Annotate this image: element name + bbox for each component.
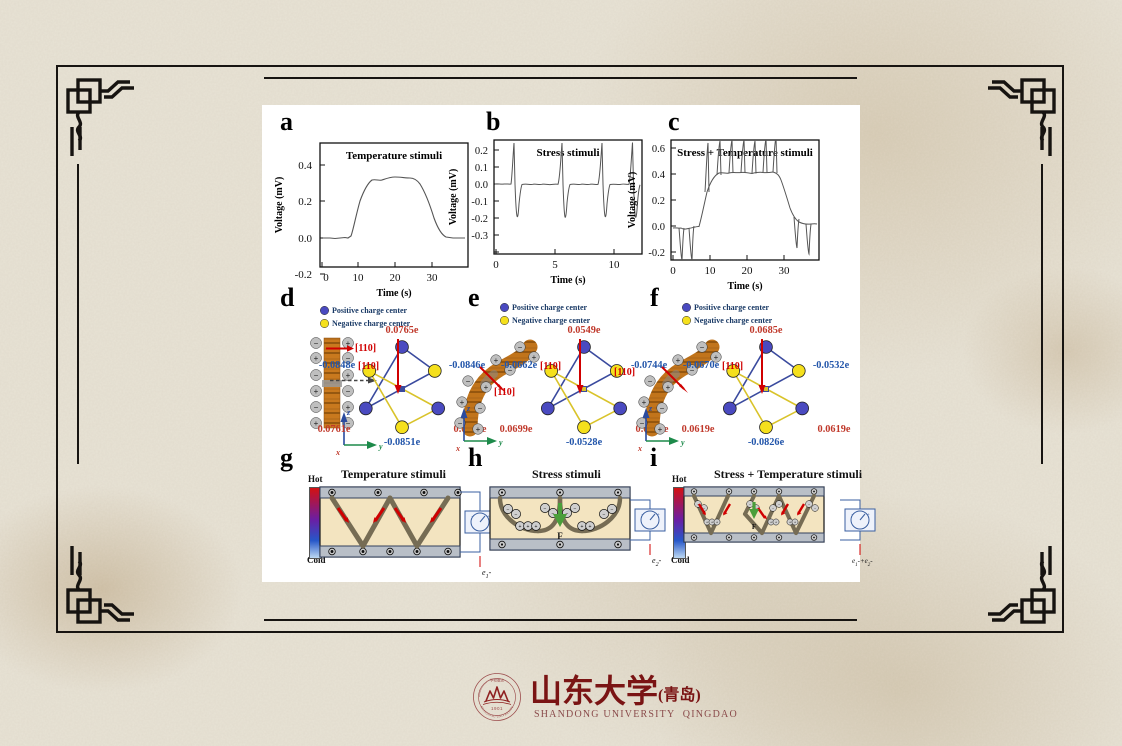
svg-text:+: +	[789, 521, 791, 525]
svg-text:-0.2: -0.2	[295, 269, 312, 281]
svg-text:0: 0	[493, 259, 499, 271]
svg-text:+: +	[716, 521, 718, 525]
svg-text:0: 0	[670, 265, 676, 277]
svg-text:+: +	[711, 521, 713, 525]
svg-text:20: 20	[390, 272, 402, 284]
svg-text:−: −	[808, 503, 810, 507]
svg-text:30: 30	[427, 272, 439, 284]
svg-text:0.2: 0.2	[652, 196, 665, 207]
svg-text:+: +	[770, 521, 772, 525]
svg-text:0.0: 0.0	[652, 222, 665, 233]
svg-text:5: 5	[552, 259, 558, 271]
svg-text:e1-: e1-	[482, 568, 492, 580]
svg-text:−: −	[814, 507, 816, 511]
svg-text:Temperature stimuli: Temperature stimuli	[346, 150, 442, 162]
svg-text:F: F	[752, 523, 756, 531]
svg-text:0: 0	[323, 272, 329, 284]
svg-text:Voltage (mV): Voltage (mV)	[448, 169, 459, 226]
svg-text:学校徽志: 学校徽志	[490, 678, 504, 683]
svg-text:0.2: 0.2	[475, 146, 488, 157]
svg-text:-0.2: -0.2	[648, 248, 665, 259]
svg-text:Voltage (mV): Voltage (mV)	[274, 177, 285, 234]
svg-text:−: −	[778, 503, 780, 507]
svg-text:10: 10	[353, 272, 365, 284]
svg-text:+: +	[867, 513, 870, 518]
svg-text:−: −	[749, 503, 751, 507]
svg-text:+: +	[706, 521, 708, 525]
svg-text:−: −	[772, 507, 774, 511]
svg-text:1901: 1901	[491, 706, 503, 711]
svg-text:-0.2: -0.2	[471, 214, 488, 225]
svg-text:0.0: 0.0	[475, 180, 488, 191]
svg-text:-0.1: -0.1	[471, 197, 488, 208]
svg-text:0.0: 0.0	[298, 233, 312, 245]
svg-text:0.2: 0.2	[298, 196, 312, 208]
svg-text:Time (s): Time (s)	[550, 275, 585, 286]
svg-text:−: −	[851, 513, 854, 518]
svg-text:0.1: 0.1	[475, 163, 488, 174]
svg-text:Time (s): Time (s)	[376, 288, 411, 299]
svg-text:10: 10	[705, 265, 717, 277]
svg-text:Stress stimuli: Stress stimuli	[536, 147, 599, 159]
svg-text:+: +	[775, 521, 777, 525]
svg-text:20: 20	[742, 265, 754, 277]
svg-text:Voltage (mV): Voltage (mV)	[627, 172, 638, 229]
svg-text:+: +	[794, 521, 796, 525]
svg-text:0.4: 0.4	[652, 170, 666, 181]
svg-text:0.6: 0.6	[652, 144, 665, 155]
svg-text:0.4: 0.4	[298, 160, 312, 172]
svg-text:Time (s): Time (s)	[727, 281, 762, 292]
svg-text:-0.3: -0.3	[471, 231, 488, 242]
svg-text:30: 30	[779, 265, 791, 277]
